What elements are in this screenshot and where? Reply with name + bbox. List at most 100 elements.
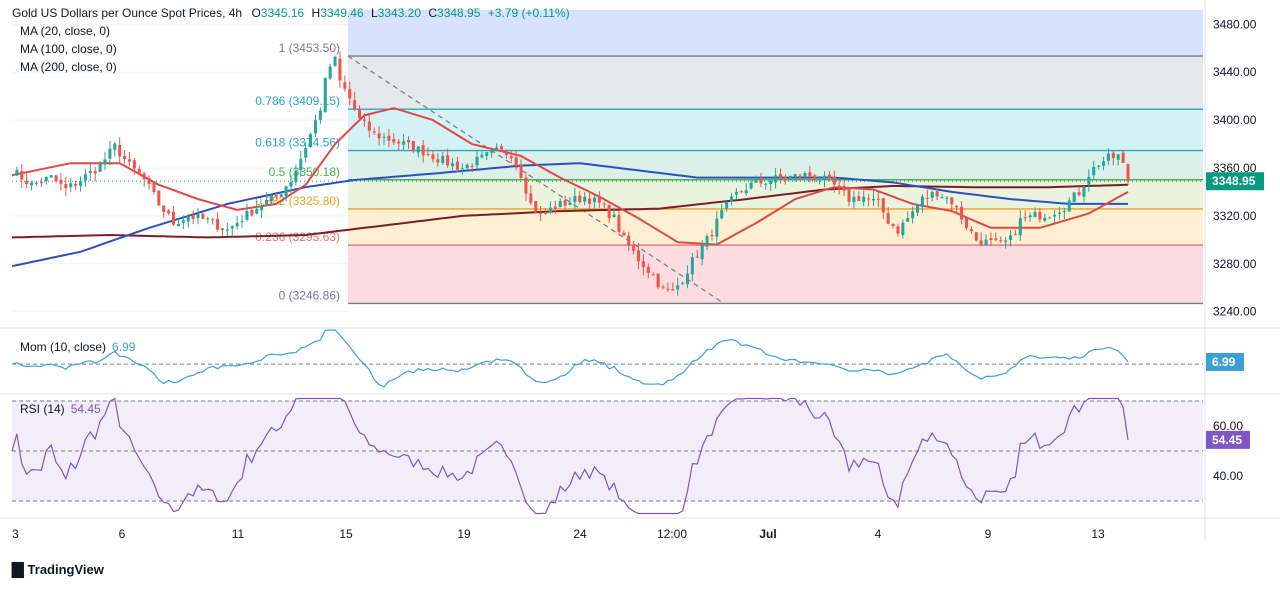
candle-body	[871, 198, 875, 201]
high-label: H	[311, 6, 321, 20]
price-grid	[12, 23, 348, 313]
candle-body	[695, 256, 699, 258]
candle-body	[793, 174, 797, 178]
candle-body	[309, 134, 313, 147]
candle-body	[1116, 154, 1120, 160]
candle-body	[333, 56, 337, 67]
candle-body	[573, 196, 577, 202]
candle-body	[514, 157, 518, 167]
candle-body	[69, 183, 73, 188]
close-value: 3348.95	[437, 6, 481, 20]
tradingview-mark-icon: ▇	[12, 561, 24, 578]
candle-body	[617, 215, 621, 233]
low-value: 3343.20	[377, 6, 422, 20]
candle-body	[930, 191, 934, 198]
candle-body	[1033, 212, 1037, 218]
candle-body	[431, 154, 435, 160]
candle-body	[700, 245, 704, 260]
candle-body	[294, 170, 298, 183]
candle-body	[245, 210, 249, 220]
candle-body	[730, 196, 734, 202]
candle-body	[1038, 212, 1042, 220]
candle-body	[206, 218, 210, 220]
candle-body	[563, 200, 567, 206]
price-tick-label: 3280.00	[1213, 257, 1257, 271]
candle-body	[710, 235, 714, 237]
candles	[15, 51, 1130, 296]
candle-body	[274, 194, 278, 197]
candle-body	[108, 148, 112, 159]
mom-value-badge	[1206, 352, 1244, 371]
fib-level-label: 1 (3453.50)	[279, 41, 340, 55]
candle-body	[881, 198, 885, 213]
candle-body	[455, 161, 459, 170]
candle-body	[548, 207, 552, 213]
low-label: L	[370, 6, 378, 20]
candle-body	[627, 235, 631, 246]
candle-body	[367, 121, 371, 131]
candle-body	[945, 197, 949, 199]
candle-body	[451, 163, 455, 167]
candle-body	[1077, 192, 1081, 195]
candle-body	[152, 182, 156, 193]
candle-body	[1057, 212, 1061, 214]
candle-body	[132, 160, 136, 169]
ma20-line	[11, 107, 1129, 246]
candle-body	[446, 155, 450, 166]
candle-body	[191, 214, 195, 220]
candle-body	[1121, 152, 1125, 163]
price-tick-label: 3480.00	[1213, 17, 1257, 31]
candle-body	[935, 191, 939, 197]
candle-body	[1126, 163, 1130, 182]
candle-body	[495, 147, 499, 151]
fib-level-label: 0.5 (3350.18)	[269, 165, 340, 179]
candle-body	[397, 141, 401, 144]
candle-body	[470, 166, 474, 168]
candle-body	[387, 135, 391, 141]
candle-body	[656, 273, 660, 288]
candle-body	[64, 184, 68, 189]
fibonacci-retracement[interactable]	[347, 10, 1203, 305]
candle-body	[103, 159, 107, 165]
candle-body	[216, 218, 220, 230]
candle-body	[588, 198, 592, 204]
last-price-label: 3348.95	[1212, 174, 1256, 188]
candle-body	[524, 177, 528, 194]
fib-band	[348, 245, 1203, 304]
tradingview-logo[interactable]: ▇ TradingView	[12, 560, 104, 578]
candle-body	[632, 245, 636, 251]
symbol-legend: Gold US Dollars per Ounce Spot Prices, 4…	[12, 6, 570, 20]
candle-body	[147, 178, 151, 185]
candle-body	[411, 141, 415, 152]
candle-body	[896, 226, 900, 234]
candle-body	[318, 110, 322, 121]
candle-body	[925, 197, 929, 199]
candle-body	[764, 183, 768, 185]
candle-body	[1062, 210, 1066, 212]
candle-body	[666, 288, 670, 290]
candle-body	[886, 212, 890, 224]
candle-body	[260, 205, 264, 211]
candle-body	[137, 168, 141, 174]
candle-body	[759, 179, 763, 184]
candle-body	[34, 182, 38, 184]
open-value: 3345.16	[260, 6, 305, 20]
candle-body	[372, 131, 376, 133]
candle-body	[44, 176, 48, 182]
candle-body	[289, 182, 293, 187]
candle-body	[646, 266, 650, 273]
candle-body	[725, 202, 729, 209]
candle-body	[964, 217, 968, 228]
candle-body	[362, 119, 366, 121]
candle-body	[441, 156, 445, 163]
candle-body	[240, 221, 244, 223]
candle-body	[955, 205, 959, 208]
candle-body	[534, 201, 538, 213]
candle-body	[916, 205, 920, 213]
mom-label: Mom (10, close)	[20, 340, 107, 354]
candle-body	[847, 189, 851, 202]
fib-trend-line[interactable]	[347, 55, 725, 304]
candle-body	[460, 168, 464, 170]
